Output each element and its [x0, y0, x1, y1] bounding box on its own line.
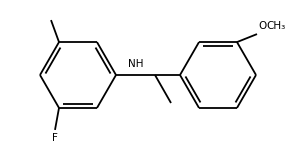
Text: O: O — [258, 21, 266, 31]
Text: F: F — [52, 133, 58, 143]
Text: NH: NH — [128, 59, 143, 69]
Text: CH₃: CH₃ — [266, 21, 285, 31]
